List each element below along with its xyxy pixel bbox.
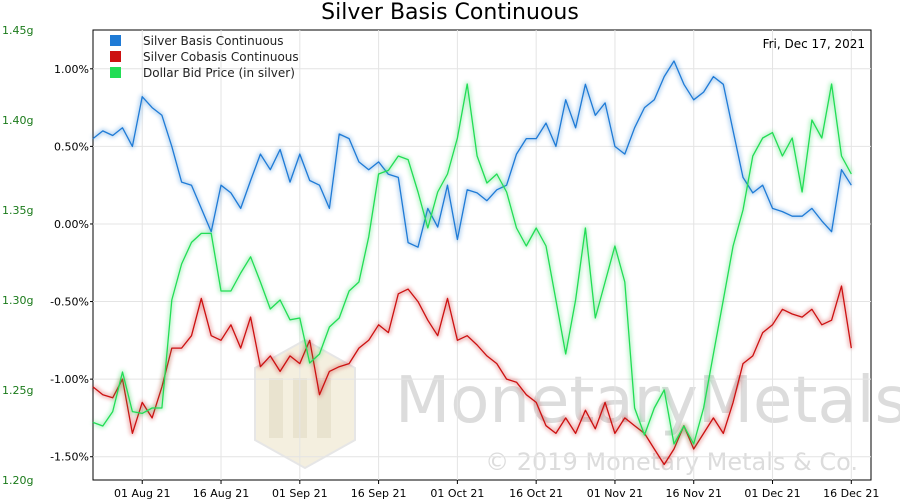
right-tick-label: -1.00% <box>50 373 89 386</box>
left-tick-label: 1.30g <box>2 294 33 307</box>
legend-label: Silver Cobasis Continuous <box>143 50 299 64</box>
x-tick-label: 01 Oct 21 <box>430 487 484 500</box>
left-tick-label: 1.40g <box>2 114 33 127</box>
date-label: Fri, Dec 17, 2021 <box>763 37 865 51</box>
series-line-2 <box>92 285 852 466</box>
x-tick-label: 16 Sep 21 <box>351 487 407 500</box>
right-tick-label: -0.50% <box>50 296 89 309</box>
x-tick-label: 01 Dec 21 <box>744 487 800 500</box>
legend-swatch <box>110 35 121 46</box>
right-tick-label: -1.50% <box>50 451 89 464</box>
grid <box>93 30 871 480</box>
series-line-1 <box>92 60 852 248</box>
legend: Silver Basis Continuous Silver Cobasis Co… <box>110 34 299 80</box>
left-tick-label: 1.45g <box>2 24 33 37</box>
x-tick-label: 01 Sep 21 <box>272 487 328 500</box>
right-tick-label: 0.50% <box>54 140 89 153</box>
watermark-logo <box>254 338 356 470</box>
watermark: MonetaryMetals © 2019 Monetary Metals & … <box>254 338 900 476</box>
x-tick-label: 16 Dec 21 <box>823 487 879 500</box>
x-tick-label: 16 Nov 21 <box>665 487 721 500</box>
axes <box>92 29 872 481</box>
legend-swatch <box>110 51 121 62</box>
x-tick-label: 01 Aug 21 <box>114 487 170 500</box>
left-axis: 1.45g 1.40g 1.35g 1.30g 1.25g 1.20g <box>2 24 33 487</box>
right-tick-label: 0.00% <box>54 218 89 231</box>
left-tick-label: 1.35g <box>2 204 33 217</box>
x-tick-label: 16 Aug 21 <box>193 487 249 500</box>
series-layer <box>91 59 854 467</box>
x-tick-label: 01 Nov 21 <box>587 487 643 500</box>
legend-label: Dollar Bid Price (in silver) <box>143 66 295 80</box>
series-line-3 <box>92 83 852 445</box>
legend-label: Silver Basis Continuous <box>143 34 284 48</box>
plot-frame <box>92 29 872 481</box>
right-tick-label: 1.00% <box>54 63 89 76</box>
legend-swatch <box>110 67 121 78</box>
left-tick-label: 1.25g <box>2 384 33 397</box>
x-tick-label: 16 Oct 21 <box>509 487 563 500</box>
chart-title: Silver Basis Continuous <box>321 0 579 25</box>
left-tick-label: 1.20g <box>2 474 33 487</box>
x-axis: 01 Aug 21 16 Aug 21 01 Sep 21 16 Sep 21 01 O… <box>114 480 879 500</box>
right-axis: 1.00% 0.50% 0.00% -0.50% -1.00% -1.50% <box>50 63 93 464</box>
